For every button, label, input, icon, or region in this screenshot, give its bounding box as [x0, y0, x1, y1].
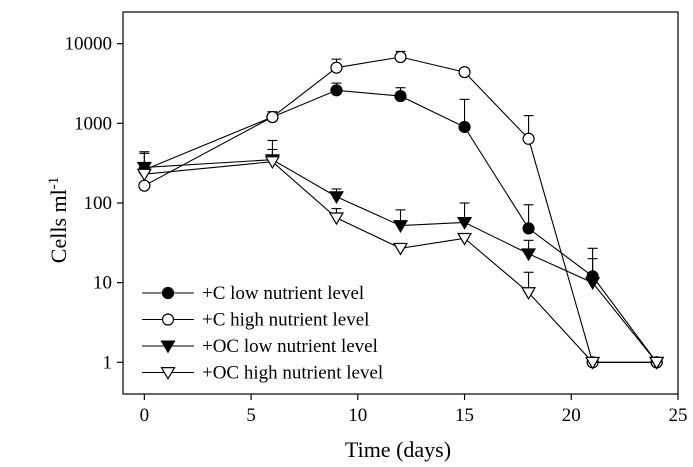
- x-axis-title: Time (days): [345, 437, 451, 462]
- series-3: [136, 148, 665, 370]
- legend-marker: [161, 313, 175, 326]
- y-tick-label: 10: [93, 273, 112, 294]
- x-tick-label: 0: [140, 405, 150, 426]
- y-tick-label: 1000: [74, 113, 112, 134]
- x-tick-label: 10: [348, 405, 367, 426]
- y-tick-label: 1: [103, 352, 113, 373]
- legend-marker: [161, 286, 175, 300]
- data-point: [522, 132, 535, 145]
- legend-entry: +OC low nutrient level: [142, 336, 378, 357]
- x-tick-label: 25: [669, 405, 688, 426]
- data-point: [392, 220, 409, 233]
- data-point: [522, 222, 535, 235]
- legend-marker: [160, 340, 176, 354]
- data-point: [585, 356, 601, 370]
- data-point: [394, 89, 407, 103]
- legend-label: +OC low nutrient level: [202, 336, 378, 357]
- y-axis-title-main: Cells ml: [46, 189, 71, 263]
- x-tick-label: 5: [246, 405, 256, 426]
- axis-ticks: 0 5 10 15 20 25 1 10 100 1000 10000: [65, 34, 688, 426]
- series-4: [136, 139, 665, 370]
- data-point: [585, 277, 601, 291]
- series-2: [138, 50, 663, 369]
- data-point: [266, 110, 279, 124]
- y-tick-label: 100: [84, 193, 113, 214]
- legend-label: +C high nutrient level: [202, 310, 369, 331]
- legend-label: +C low nutrient level: [202, 283, 364, 304]
- data-point: [330, 61, 343, 74]
- data-point: [264, 156, 280, 170]
- data-point: [456, 232, 473, 246]
- y-axis-title: Cells ml-1: [46, 177, 71, 263]
- data-point: [521, 287, 537, 300]
- y-axis-title-superscript: -1: [46, 177, 62, 190]
- data-point: [138, 179, 151, 192]
- data-point: [394, 50, 407, 64]
- data-point: [458, 120, 471, 134]
- data-point: [330, 84, 343, 97]
- data-point: [521, 248, 537, 262]
- data-point: [392, 242, 409, 256]
- series-line: [144, 89, 658, 363]
- legend-marker: [160, 367, 176, 380]
- data-point: [649, 356, 665, 370]
- data-point: [458, 65, 471, 79]
- data-point: [136, 168, 152, 182]
- legend-label: +OC high nutrient level: [202, 363, 383, 384]
- data-point: [456, 216, 473, 230]
- series-line: [144, 159, 658, 363]
- data-point: [136, 161, 152, 175]
- data-point: [328, 191, 345, 205]
- legend-entry: +C low nutrient level: [142, 283, 364, 304]
- series-line: [144, 161, 657, 363]
- legend: +C low nutrient level +C high nutrient le…: [142, 283, 383, 384]
- x-tick-label: 20: [562, 405, 581, 426]
- data-point: [328, 212, 345, 226]
- x-tick-label: 15: [455, 405, 474, 426]
- legend-entry: +C high nutrient level: [142, 310, 369, 331]
- series-line: [144, 56, 657, 363]
- y-tick-label: 10000: [65, 34, 113, 55]
- data-series: [136, 50, 665, 370]
- legend-entry: +OC high nutrient level: [142, 363, 383, 384]
